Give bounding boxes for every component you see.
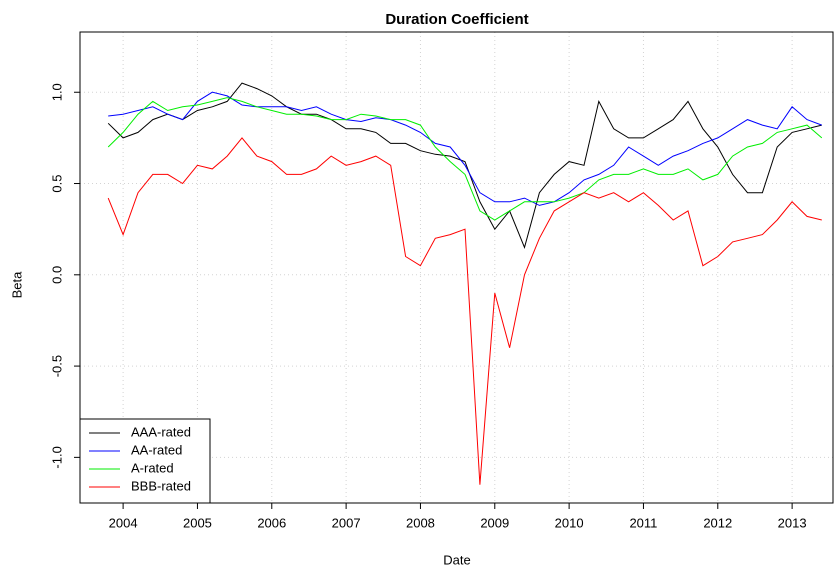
x-tick-label: 2008	[406, 515, 435, 530]
series-line	[107, 82, 822, 249]
legend-label: AA-rated	[131, 442, 182, 457]
x-tick-label: 2006	[257, 515, 286, 530]
legend-label: BBB-rated	[131, 478, 191, 493]
y-tick-label: -1.0	[49, 446, 64, 468]
y-tick-label: -0.5	[49, 355, 64, 377]
y-axis-label: Beta	[9, 271, 24, 299]
legend-box	[79, 418, 211, 504]
x-tick-label: 2011	[629, 515, 657, 530]
y-tick-label: 0.5	[49, 174, 64, 192]
y-tick-label: 1.0	[49, 83, 64, 101]
x-tick-label: 2010	[555, 515, 584, 530]
x-tick-label: 2005	[183, 515, 212, 530]
chart-title: Duration Coefficient	[385, 11, 528, 28]
series-line	[108, 91, 822, 206]
series-line	[107, 97, 823, 221]
x-tick-label: 2009	[480, 515, 509, 530]
x-tick-label: 2012	[703, 515, 732, 530]
x-axis-label: Date	[443, 552, 470, 567]
x-tick-label: 2007	[332, 515, 361, 530]
y-tick-label: 0.0	[49, 266, 64, 284]
plot-frame	[79, 31, 834, 504]
x-tick-label: 2013	[778, 515, 807, 530]
legend-label: A-rated	[131, 460, 174, 475]
series-line	[107, 137, 822, 485]
legend-label: AAA-rated	[131, 424, 191, 439]
x-tick-label: 2004	[109, 515, 138, 530]
